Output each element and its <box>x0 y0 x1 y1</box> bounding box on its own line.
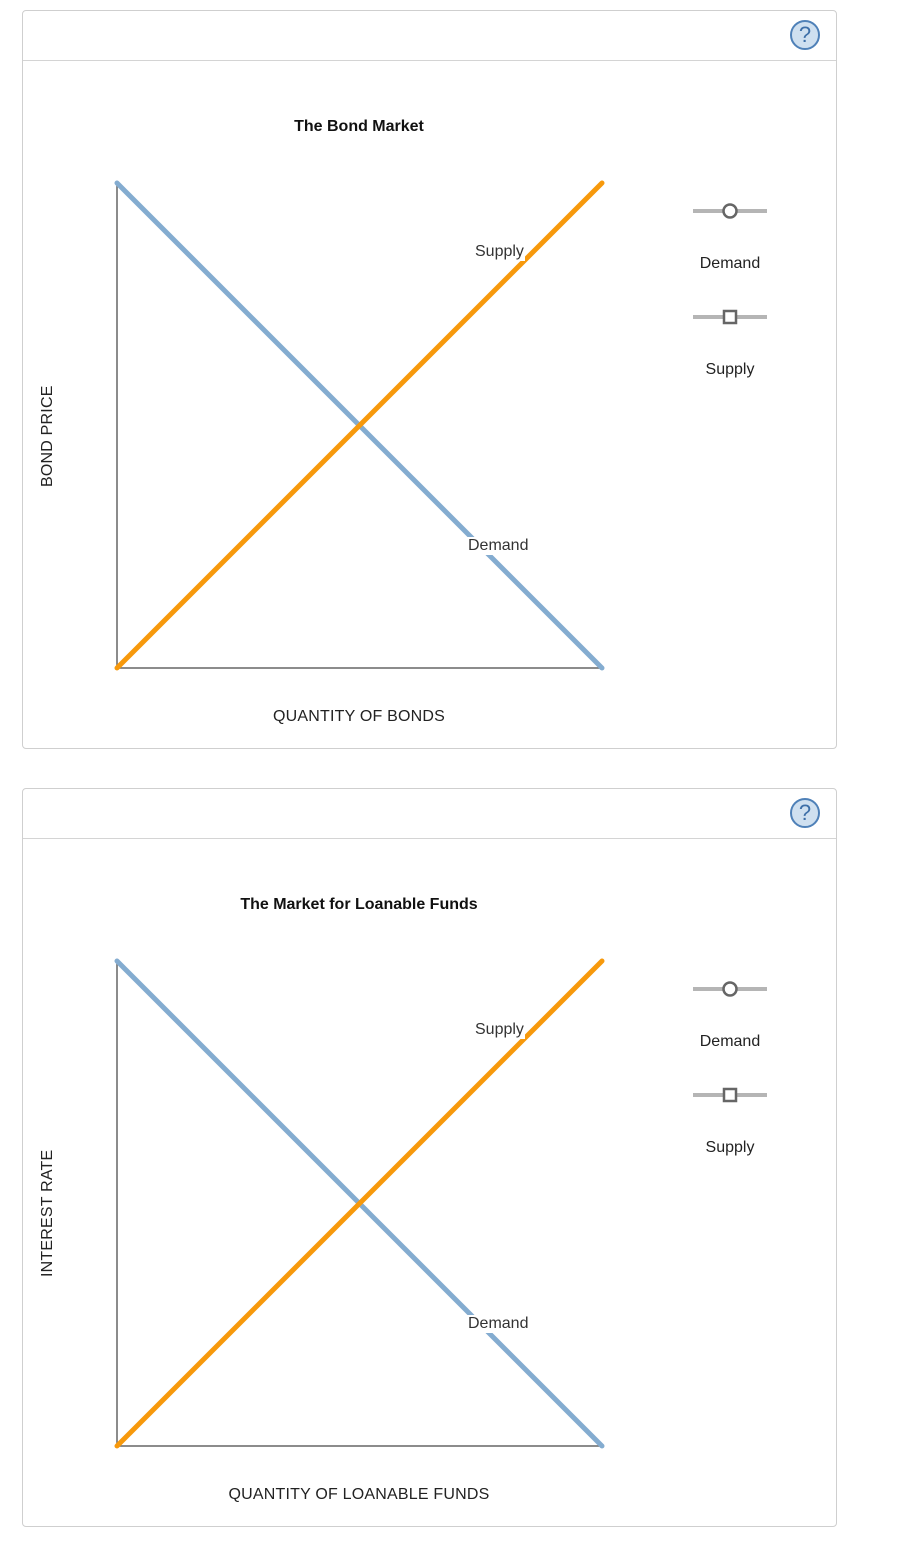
loanable-funds-chart[interactable] <box>23 789 838 1528</box>
chart-title: The Market for Loanable Funds <box>240 896 478 913</box>
panel-toolbar: ? <box>23 11 836 61</box>
legend-demand-label: Demand <box>699 255 761 272</box>
x-axis-label: QUANTITY OF BONDS <box>272 708 445 725</box>
square-line-icon <box>693 309 767 325</box>
legend-supply-label: Supply <box>705 361 755 378</box>
panel-toolbar: ? <box>23 789 836 839</box>
legend-supply-label: Supply <box>705 1139 755 1156</box>
legend-supply-tool[interactable]: Supply <box>693 1085 767 1156</box>
bond-market-chart[interactable] <box>23 11 838 750</box>
supply-curve <box>114 958 605 1449</box>
help-button[interactable]: ? <box>790 798 820 828</box>
supply-curve-label: Supply <box>474 243 525 261</box>
legend-demand-tool[interactable]: Demand <box>693 979 767 1050</box>
supply-curve <box>114 180 605 671</box>
question-mark-icon: ? <box>798 22 812 47</box>
demand-curve-label: Demand <box>467 537 530 555</box>
square-line-icon <box>693 1087 767 1103</box>
bond-market-panel: ? The Bond Market BOND PRICE Supply Dema… <box>22 10 837 749</box>
help-button[interactable]: ? <box>790 20 820 50</box>
legend-demand-label: Demand <box>699 1033 761 1050</box>
chart-title: The Bond Market <box>294 118 424 135</box>
legend-demand-tool[interactable]: Demand <box>693 201 767 272</box>
circle-line-icon <box>693 203 767 219</box>
demand-curve-label: Demand <box>467 1315 530 1333</box>
circle-line-icon <box>693 981 767 997</box>
legend-supply-tool[interactable]: Supply <box>693 307 767 378</box>
supply-curve-label: Supply <box>474 1021 525 1039</box>
loanable-funds-panel: ? The Market for Loanable Funds INTEREST… <box>22 788 837 1527</box>
x-axis-label: QUANTITY OF LOANABLE FUNDS <box>228 1486 490 1503</box>
question-mark-icon: ? <box>798 800 812 825</box>
